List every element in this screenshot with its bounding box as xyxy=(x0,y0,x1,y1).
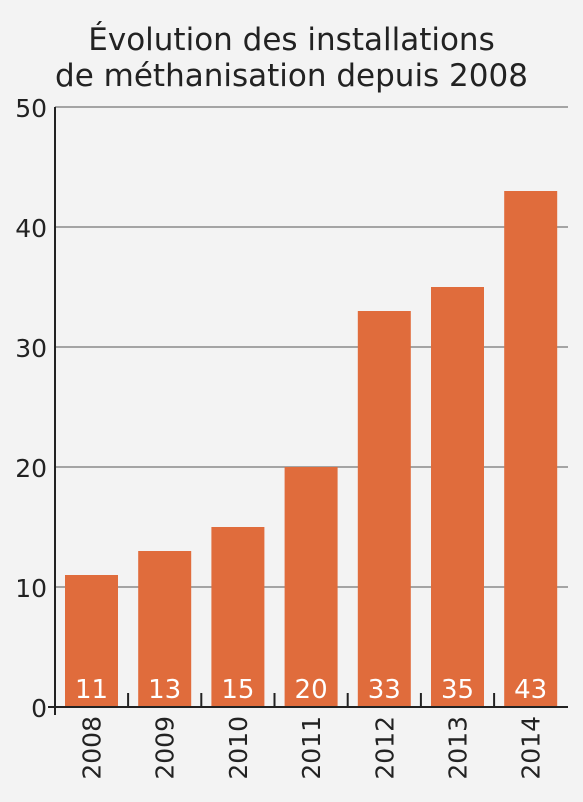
bar-data-label: 35 xyxy=(441,675,474,705)
bar xyxy=(138,551,192,707)
y-tick-label: 0 xyxy=(31,694,47,723)
bar xyxy=(284,467,338,707)
x-tick-label: 2014 xyxy=(517,716,546,780)
bar xyxy=(504,191,558,707)
bar-data-label: 11 xyxy=(75,675,108,705)
bar xyxy=(211,527,265,707)
bar-data-label: 33 xyxy=(368,675,401,705)
y-tick-label: 20 xyxy=(15,454,47,483)
x-tick-label: 2013 xyxy=(444,716,473,780)
x-tick-label: 2012 xyxy=(370,716,399,780)
chart-title-line-1: Évolution des installations xyxy=(88,22,495,58)
y-tick-label: 40 xyxy=(15,214,47,243)
x-tick-label: 2008 xyxy=(78,716,107,780)
y-tick-label: 50 xyxy=(15,94,47,123)
x-tick-label: 2010 xyxy=(224,716,253,780)
y-tick-label: 30 xyxy=(15,334,47,363)
bar-data-label: 15 xyxy=(221,675,254,705)
bar xyxy=(431,287,484,707)
bar-data-label: 43 xyxy=(514,675,547,705)
bar-data-label: 13 xyxy=(148,675,181,705)
chart-title-line-2: de méthanisation depuis 2008 xyxy=(55,58,528,94)
bar xyxy=(357,311,411,707)
bar-data-label: 20 xyxy=(295,675,328,705)
bar xyxy=(65,575,118,707)
x-tick-label: 2011 xyxy=(297,716,326,780)
y-tick-label: 10 xyxy=(15,574,47,603)
x-tick-label: 2009 xyxy=(151,716,180,780)
